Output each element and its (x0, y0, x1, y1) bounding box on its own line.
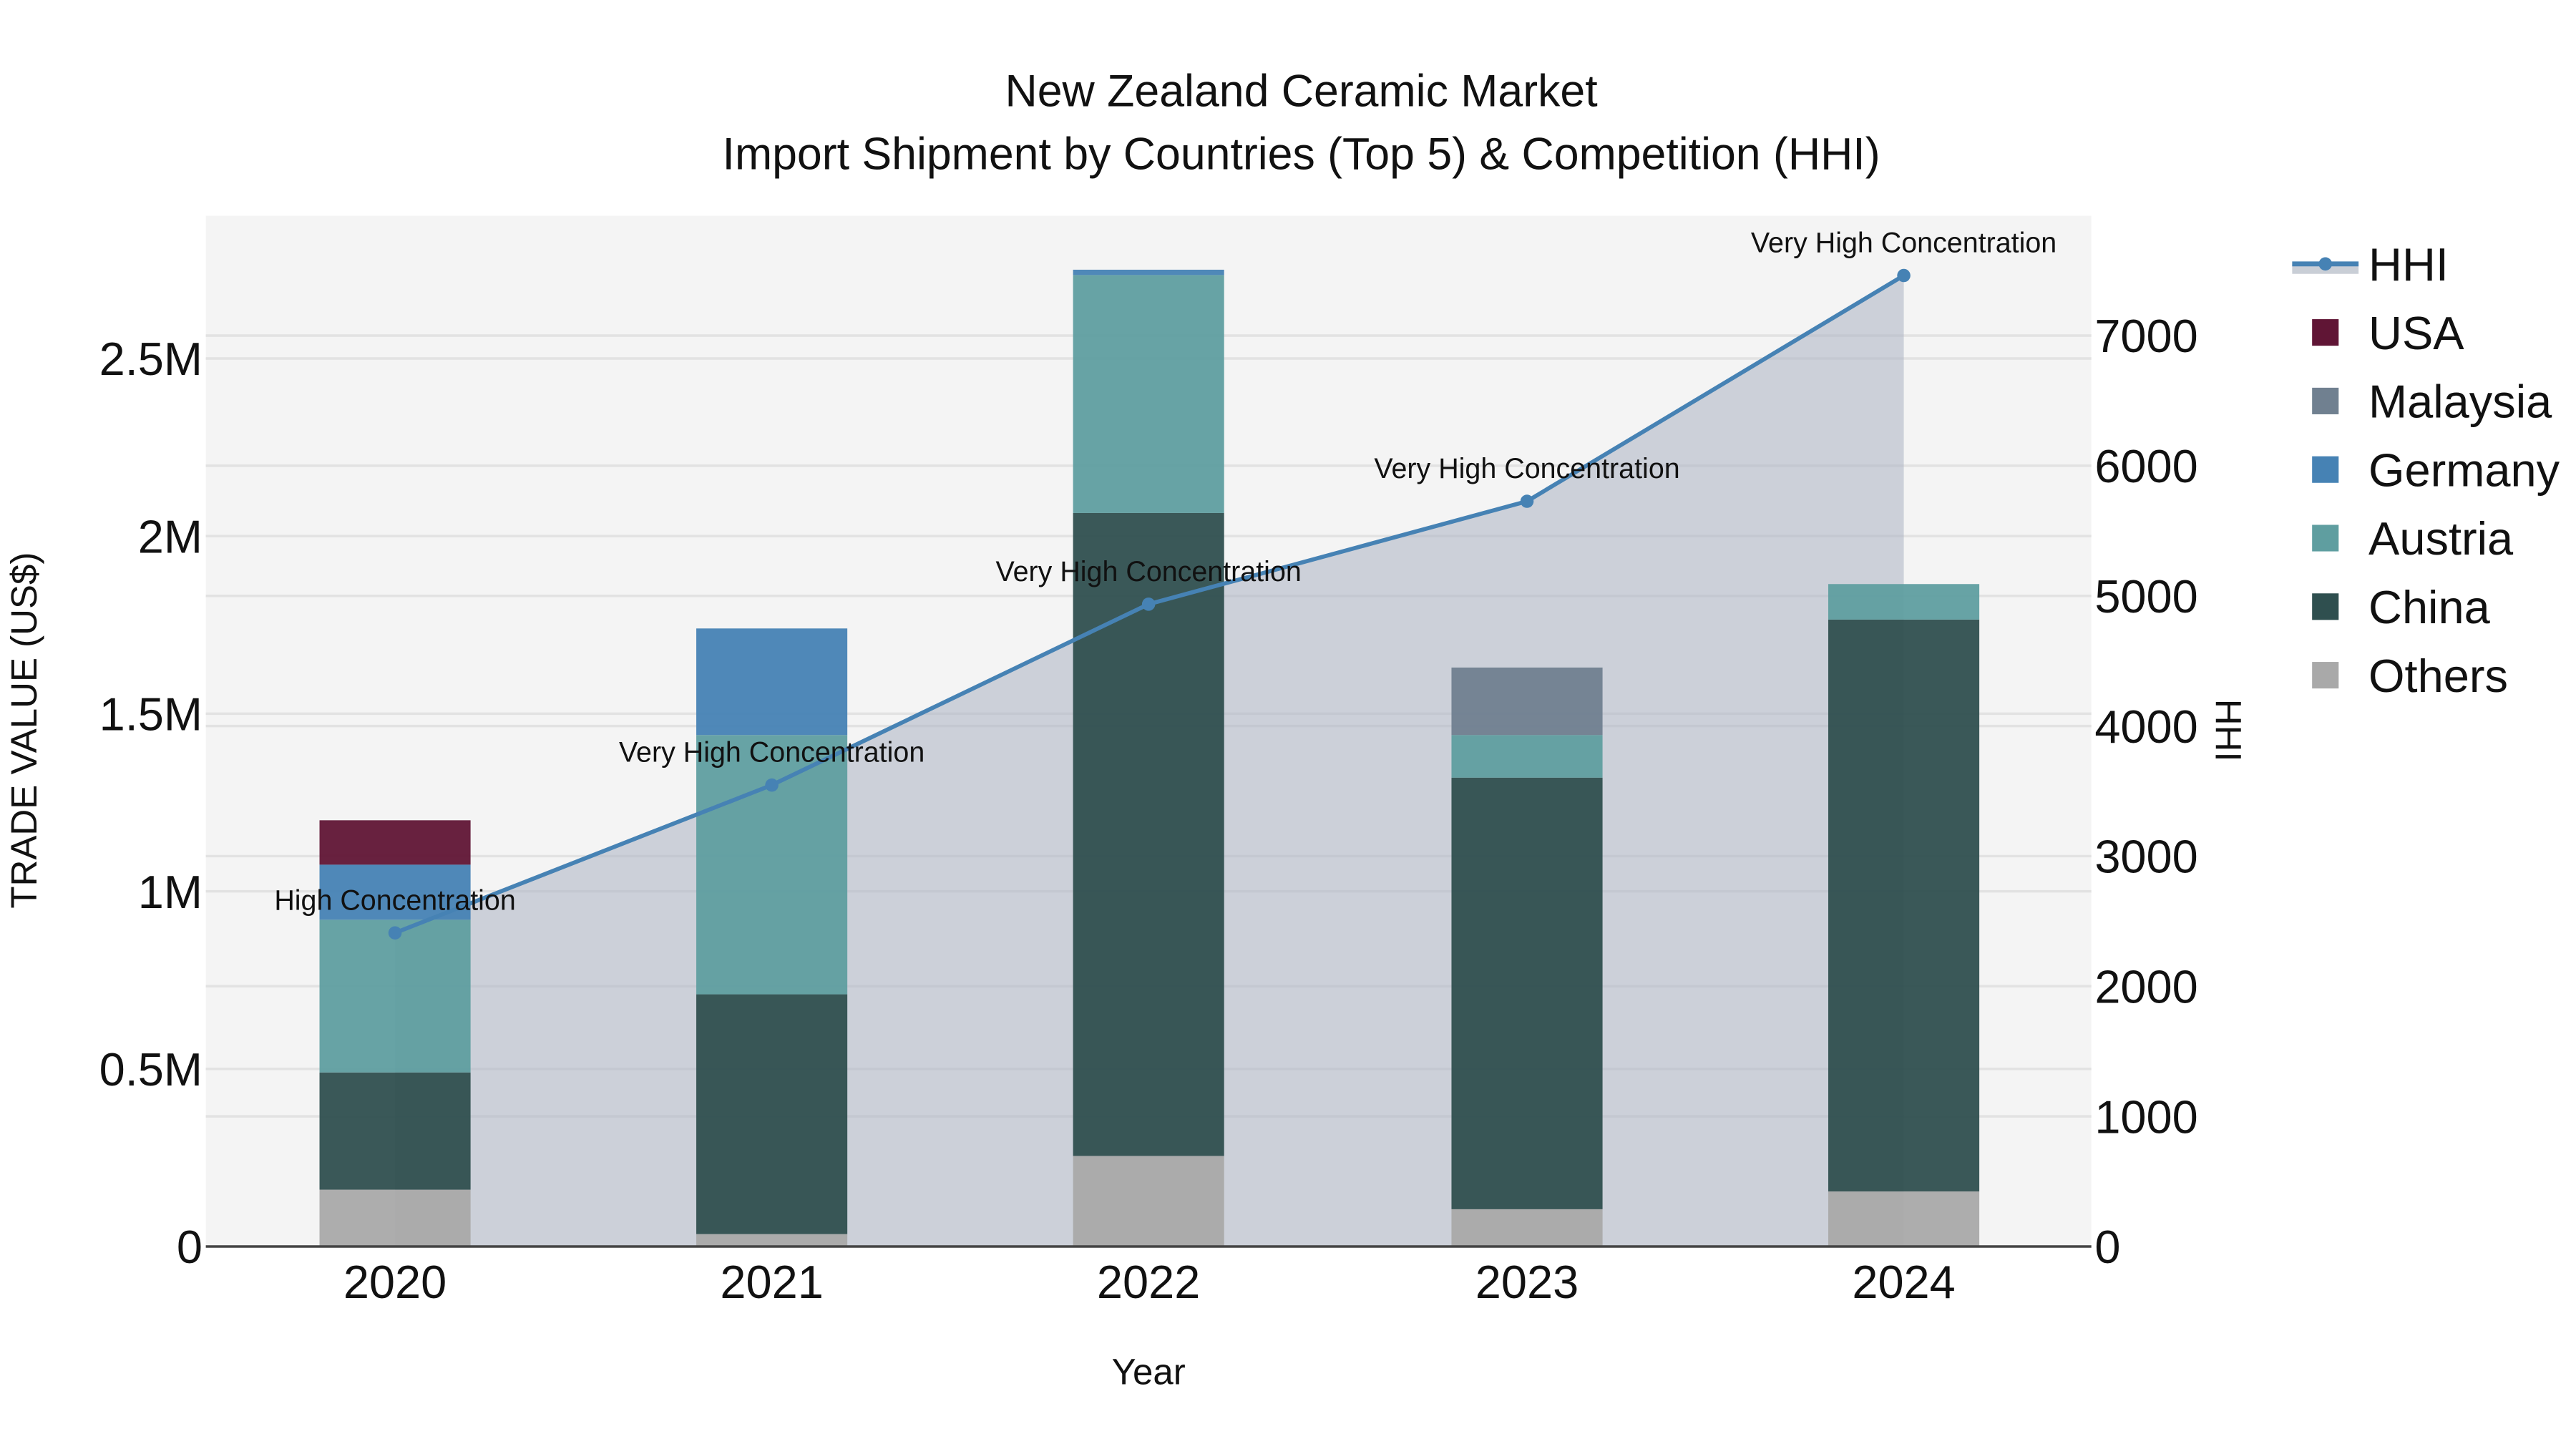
bar-segment-china[interactable] (1451, 777, 1603, 1209)
legend-swatch-icon (2312, 387, 2339, 414)
hhi-marker[interactable] (388, 926, 402, 940)
hhi-line: High Concentration Very High Concentratio… (274, 228, 2057, 940)
legend-swatch-icon (2312, 525, 2339, 552)
x-tick-label: 2020 (343, 1256, 447, 1308)
y-axis-ticks: 0 0.5M 1M 1.5M 2M 2.5M (99, 333, 203, 1273)
legend-label: Malaysia (2368, 376, 2552, 428)
x-tick-label: 2021 (720, 1256, 823, 1308)
y-tick-label: 2M (138, 510, 203, 562)
y2-axis-title: HHI (2208, 699, 2249, 762)
hhi-marker[interactable] (1897, 268, 1911, 283)
bar-segment-malaysia[interactable] (1451, 667, 1603, 736)
x-axis-ticks: 2020 2021 2022 2023 2024 (343, 1256, 1956, 1308)
bar-segment-germany[interactable] (319, 864, 471, 920)
legend-label: China (2368, 581, 2491, 633)
hhi-marker[interactable] (1141, 597, 1156, 611)
bar-segment-germany[interactable] (696, 628, 848, 736)
bar-segment-china[interactable] (319, 1072, 471, 1190)
bar-segment-others[interactable] (1073, 1156, 1224, 1247)
bar-segment-germany[interactable] (1073, 269, 1224, 275)
hhi-annotation: Very High Concentration (619, 737, 924, 769)
bar-segment-china[interactable] (1828, 619, 1980, 1192)
y2-tick-label: 3000 (2094, 831, 2197, 883)
hhi-annotation: Very High Concentration (1751, 228, 2057, 259)
y-tick-label: 1.5M (99, 688, 203, 741)
hhi-legend-marker-icon (2318, 257, 2333, 271)
bar-segment-others[interactable] (319, 1189, 471, 1247)
legend-item-germany[interactable]: Germany (2312, 444, 2560, 496)
y-axis-title: TRADE VALUE (US$) (4, 552, 44, 909)
legend-swatch-icon (2312, 593, 2339, 620)
legend-label: HHI (2368, 238, 2449, 291)
y2-tick-label: 2000 (2094, 960, 2197, 1013)
bar-segment-china[interactable] (696, 994, 848, 1234)
y2-tick-label: 0 (2094, 1221, 2120, 1273)
legend-item-austria[interactable]: Austria (2312, 512, 2514, 565)
legend-label: USA (2368, 307, 2464, 359)
legend-item-malaysia[interactable]: Malaysia (2312, 376, 2552, 428)
title-line-2: Import Shipment by Countries (Top 5) & C… (723, 130, 1880, 180)
y2-tick-label: 7000 (2094, 310, 2197, 362)
y2-tick-label: 4000 (2094, 701, 2197, 753)
x-tick-label: 2023 (1475, 1256, 1579, 1308)
legend: HHI USA Malaysia Germany Austria China Others (2292, 238, 2560, 702)
x-axis-title: Year (1112, 1352, 1186, 1392)
bar-segment-usa[interactable] (319, 820, 471, 865)
legend-swatch-icon (2312, 662, 2339, 689)
y2-axis-ticks: 0 1000 2000 3000 4000 5000 6000 7000 (2094, 310, 2197, 1273)
legend-swatch-icon (2312, 319, 2339, 346)
hhi-annotation: High Concentration (274, 884, 515, 916)
bar-segment-austria[interactable] (696, 735, 848, 995)
bar-segment-austria[interactable] (1828, 584, 1980, 620)
hhi-marker[interactable] (1520, 494, 1534, 508)
x-tick-label: 2024 (1852, 1256, 1955, 1308)
y-tick-label: 0 (177, 1221, 203, 1273)
legend-item-others[interactable]: Others (2312, 650, 2508, 702)
bar-segment-austria[interactable] (319, 919, 471, 1073)
bar-stack-group (319, 269, 1980, 1247)
bar-segment-austria[interactable] (1451, 735, 1603, 778)
bar-segment-others[interactable] (1451, 1209, 1603, 1247)
bar-segment-others[interactable] (1828, 1191, 1980, 1247)
title-line-1: New Zealand Ceramic Market (1005, 66, 1598, 116)
hhi-marker[interactable] (765, 778, 779, 792)
y2-tick-label: 5000 (2094, 570, 2197, 623)
bar-segment-china[interactable] (1073, 512, 1224, 1156)
y2-tick-label: 1000 (2094, 1091, 2197, 1143)
chart-title: New Zealand Ceramic Market Import Shipme… (723, 66, 1880, 179)
x-tick-label: 2022 (1097, 1256, 1200, 1308)
y-tick-label: 0.5M (99, 1043, 203, 1096)
legend-swatch-icon (2312, 456, 2339, 483)
y2-tick-label: 6000 (2094, 440, 2197, 492)
legend-item-china[interactable]: China (2312, 581, 2491, 633)
hhi-annotation: Very High Concentration (995, 556, 1301, 587)
legend-label: Austria (2368, 512, 2514, 565)
legend-item-hhi[interactable]: HHI (2292, 238, 2449, 291)
bar-segment-others[interactable] (696, 1234, 848, 1247)
y-tick-label: 2.5M (99, 333, 203, 385)
hhi-annotation: Very High Concentration (1374, 453, 1679, 484)
bar-segment-austria[interactable] (1073, 275, 1224, 513)
legend-label: Germany (2368, 444, 2560, 496)
legend-item-usa[interactable]: USA (2312, 307, 2464, 359)
y-tick-label: 1M (138, 866, 203, 918)
legend-label: Others (2368, 650, 2508, 702)
